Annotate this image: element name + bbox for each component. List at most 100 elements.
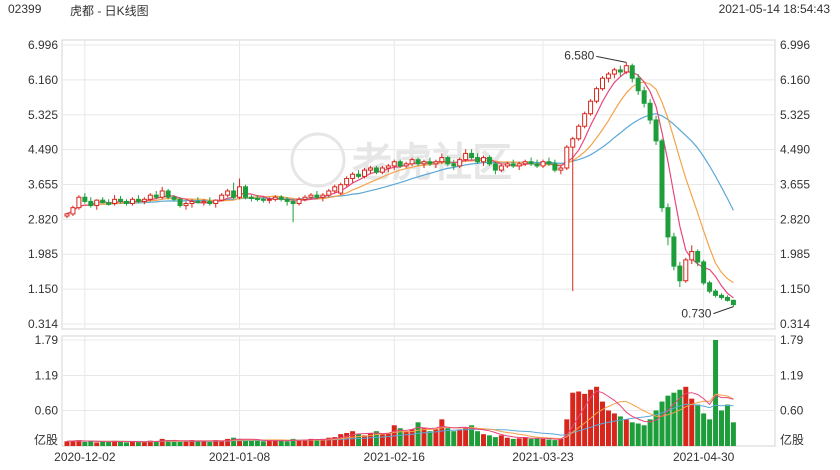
volume-bar <box>707 419 713 446</box>
volume-bar <box>213 440 219 446</box>
volume-bar <box>451 431 457 446</box>
volume-bar <box>64 441 70 446</box>
volume-bar <box>421 428 427 446</box>
high-pointer <box>596 55 627 63</box>
volume-bar <box>582 393 588 446</box>
candle-body <box>254 197 260 200</box>
candle <box>332 184 338 194</box>
volume-bar <box>189 440 195 446</box>
candle-body <box>135 198 141 202</box>
candle <box>248 195 254 202</box>
volume-bar <box>701 413 707 446</box>
candle <box>546 157 552 166</box>
candle <box>207 197 213 206</box>
volume-tick-left: 0.60 <box>35 403 59 417</box>
price-tick-left: 3.655 <box>28 178 58 192</box>
candle-body <box>296 198 302 204</box>
candle-body <box>385 165 391 169</box>
volume-bar <box>403 431 409 446</box>
volume-bar <box>88 441 94 446</box>
candle <box>225 188 231 198</box>
candle <box>528 157 534 166</box>
candle <box>183 201 189 210</box>
candle-body <box>201 200 207 204</box>
candle <box>516 161 522 171</box>
candle <box>106 199 112 206</box>
volume-bar <box>713 340 719 446</box>
volume-bar <box>302 439 308 446</box>
candle <box>344 176 350 187</box>
candle <box>588 99 594 116</box>
annotations: 6.580 0.730 <box>564 48 734 321</box>
volume-bar <box>528 438 534 446</box>
volume-bar <box>504 437 510 446</box>
volume-bar <box>475 431 481 446</box>
volume-bar <box>486 435 492 446</box>
candle-body <box>475 157 481 163</box>
candle-body <box>713 290 719 296</box>
candle <box>129 197 135 206</box>
candle-body <box>445 157 451 165</box>
candle-body <box>332 186 338 192</box>
volume-bar <box>570 392 576 446</box>
volume-bar <box>266 440 272 446</box>
candle-body <box>207 200 213 204</box>
candle <box>605 71 611 83</box>
candle <box>677 261 683 288</box>
candle <box>481 155 486 166</box>
candle <box>594 86 600 104</box>
candle-body <box>112 198 118 204</box>
volume-bar <box>70 440 76 446</box>
candle-body <box>415 159 421 165</box>
candle-body <box>159 190 165 198</box>
watermark-logo-icon <box>290 132 346 188</box>
price-tick-right: 1.985 <box>780 247 810 261</box>
candle <box>367 165 373 175</box>
candle <box>201 199 207 206</box>
candle <box>707 280 713 294</box>
candle-body <box>344 177 350 186</box>
volume-tick-right: 0.60 <box>780 403 804 417</box>
candle <box>302 195 308 202</box>
volume-bar <box>629 422 635 446</box>
price-tick-right: 6.160 <box>780 73 810 87</box>
candles <box>64 62 736 307</box>
candle-body <box>171 196 177 200</box>
candle <box>611 67 617 79</box>
candle <box>492 161 498 175</box>
candle-body <box>665 207 671 238</box>
volume-bar <box>124 442 129 446</box>
volume-bar <box>314 440 320 446</box>
volume-bar <box>558 438 564 446</box>
candle <box>552 159 558 173</box>
volume-bar <box>367 432 373 446</box>
low-annotation: 0.730 <box>681 307 711 321</box>
price-tick-right: 6.996 <box>780 38 810 52</box>
candle <box>534 159 540 169</box>
candle-body <box>219 194 225 201</box>
volume-bar <box>219 440 225 446</box>
volume-bar <box>510 438 516 446</box>
timestamp: 2021-05-14 18:54:43 <box>718 2 830 16</box>
price-tick-left: 5.325 <box>28 108 58 122</box>
candle <box>385 163 391 173</box>
candle <box>724 295 730 302</box>
candle <box>278 195 284 202</box>
candle <box>100 197 106 204</box>
volume-tick-right: 1.79 <box>780 333 804 347</box>
candle-body <box>397 161 403 167</box>
candle <box>713 289 719 298</box>
candle-body <box>623 65 629 73</box>
candle-body <box>302 196 308 200</box>
volume-bar <box>617 416 623 446</box>
volume-tick-left: 1.19 <box>35 369 59 383</box>
volume-bar <box>290 438 296 446</box>
candle-body <box>582 113 588 127</box>
candle-body <box>391 161 397 167</box>
candle <box>338 182 344 196</box>
volume-bar <box>332 437 338 446</box>
volume-bar <box>237 438 243 446</box>
candle-body <box>129 198 135 204</box>
price-tick-right: 2.820 <box>780 212 810 226</box>
